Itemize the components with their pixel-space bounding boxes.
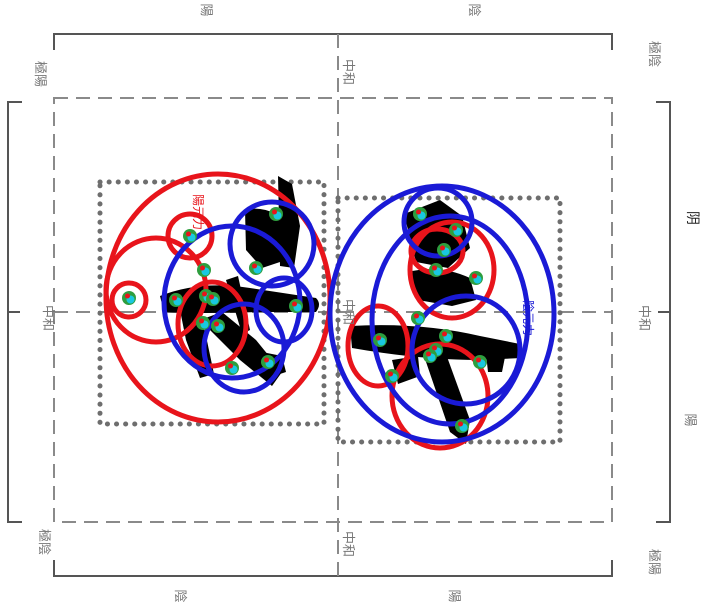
- label-right-middle: 陽: [682, 413, 697, 426]
- marker-dot: [469, 271, 483, 285]
- marker-dot: [206, 292, 220, 306]
- marker-dots: [122, 207, 487, 433]
- dotted-boxes: [97, 179, 563, 445]
- label-corner-bottom-left: 極陰: [36, 529, 52, 555]
- marker-dot: [385, 369, 399, 383]
- label-center-middle: 中和: [340, 299, 355, 325]
- marker-dot: [211, 319, 225, 333]
- label-center-bottom: 中和: [340, 531, 355, 557]
- label-corner-top-left: 極陽: [32, 61, 48, 87]
- marker-dot: [196, 316, 210, 330]
- marker-dot: [373, 333, 387, 347]
- marker-dot: [169, 293, 183, 307]
- label-corner-top-right: 極陰: [646, 41, 662, 67]
- dashed-frame: [53, 34, 613, 576]
- marker-dot: [413, 207, 427, 221]
- marker-dot: [197, 263, 211, 277]
- marker-dot: [411, 311, 425, 325]
- label-yang-force: 陽元力: [191, 194, 205, 230]
- marker-dot: [423, 349, 437, 363]
- label-right-title: 阴: [684, 211, 700, 225]
- label-center-right: 中和: [636, 305, 651, 331]
- yin-ellipses: [161, 183, 557, 445]
- outer-frame: [7, 33, 671, 577]
- marker-dot: [261, 355, 275, 369]
- left-dotted-box: [97, 179, 327, 427]
- marker-dot: [439, 329, 453, 343]
- marker-dot: [249, 261, 263, 275]
- label-corner-bottom-right: 極陽: [646, 549, 662, 575]
- marker-dot: [449, 223, 463, 237]
- label-yin-force: 陰元力: [521, 300, 535, 336]
- label-top-left: 陽: [198, 3, 213, 16]
- label-center-left: 中和: [40, 305, 55, 331]
- label-bottom-right: 陽: [446, 589, 461, 602]
- label-top-right: 陰: [466, 3, 481, 16]
- label-center-top: 中和: [340, 59, 355, 85]
- marker-dot: [269, 207, 283, 221]
- marker-dot: [183, 229, 197, 243]
- marker-dot: [437, 243, 451, 257]
- right-dotted-box: [335, 195, 563, 445]
- label-bottom-left: 陰: [172, 589, 187, 602]
- marker-dot: [122, 291, 136, 305]
- marker-dot: [225, 361, 239, 375]
- marker-dot: [473, 355, 487, 369]
- marker-dot: [289, 299, 303, 313]
- marker-dot: [429, 263, 443, 277]
- marker-dot: [455, 419, 469, 433]
